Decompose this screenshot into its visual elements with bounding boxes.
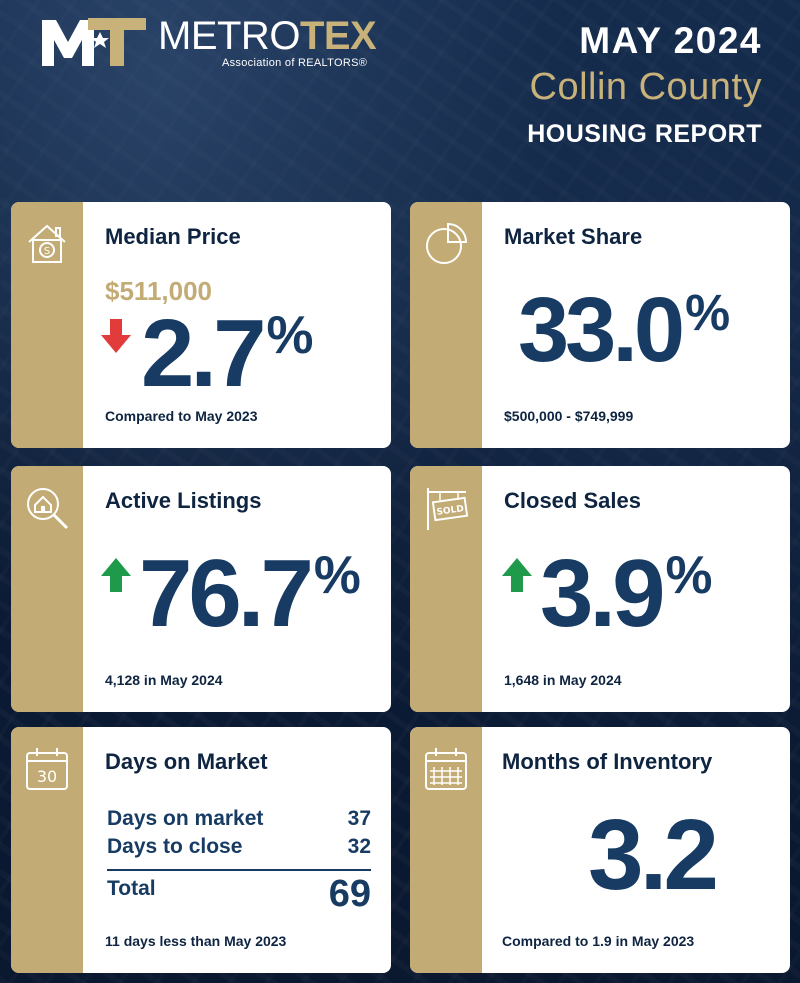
logo-tex: TEX [299,14,377,58]
arrow-down-icon [101,319,131,353]
report-month: MAY 2024 [579,20,762,61]
card-accent-strip [410,466,482,712]
active-listings-card: Active Listings 76.7% 4,128 in May 2024 [11,466,391,712]
dom-row-value: 37 [347,807,371,830]
median-price-card: S Median Price $511,000 2.7% Compared to… [11,202,391,448]
months-inventory-value: 3.2 [588,799,719,911]
active-listings-change-value: 76.7 [139,540,314,647]
active-listings-footnote: 4,128 in May 2024 [105,672,223,688]
median-price-change: 2.7% [141,306,313,402]
market-share-footnote: $500,000 - $749,999 [504,408,634,424]
logo-subtitle: Association of REALTORS® [222,57,368,69]
days-on-market-title: Days on Market [105,749,268,774]
dom-total-label: Total [107,877,156,900]
dom-divider [107,869,371,871]
dom-row-label: Days on market [107,807,264,830]
metrotex-logo: METROTEX Association of REALTORS® [40,14,380,69]
median-price-title: Median Price [105,224,241,249]
median-price-change-unit: % [266,306,314,366]
dom-row-label: Days to close [107,835,243,858]
dom-row-days-on-market: Days on market 37 [107,807,371,831]
median-price-value: $511,000 [105,276,213,306]
report-county: Collin County [529,66,762,108]
arrow-up-icon [502,558,532,592]
median-price-change-value: 2.7 [141,300,266,407]
card-accent-strip [410,727,482,973]
pie-chart-icon [426,222,468,264]
card-accent-strip [11,466,83,712]
closed-sales-change-unit: % [665,546,713,606]
card-accent-strip [410,202,482,448]
mt-logo-mark-icon [42,18,146,66]
logo-metro: METRO [158,14,300,58]
months-inventory-title: Months of Inventory [502,749,713,774]
market-share-unit: % [685,283,731,341]
house-dollar-icon: S [28,224,66,263]
logo-wordmark: METROTEX [158,14,377,58]
active-listings-change-unit: % [313,546,361,606]
calendar-grid-icon [425,748,467,790]
dom-total-value: 69 [328,873,371,915]
market-share-number: 33.0 [518,279,685,381]
active-listings-change: 76.7% [139,546,361,642]
svg-text:S: S [44,246,50,257]
closed-sales-change-value: 3.9 [540,540,665,647]
arrow-up-icon [101,558,131,592]
closed-sales-title: Closed Sales [504,488,641,513]
median-price-footnote: Compared to May 2023 [105,408,258,424]
market-share-card: Market Share 33.0% $500,000 - $749,999 [410,202,790,448]
market-share-title: Market Share [504,224,643,249]
house-search-icon [27,488,69,530]
svg-text:SOLD: SOLD [436,504,464,518]
closed-sales-footnote: 1,648 in May 2024 [504,672,622,688]
market-share-value: 33.0% [518,284,730,376]
card-accent-strip [11,727,83,973]
days-on-market-footnote: 11 days less than May 2023 [105,933,287,949]
months-inventory-card: Months of Inventory 3.2 Compared to 1.9 … [410,727,790,973]
closed-sales-change: 3.9% [540,546,712,642]
report-title: HOUSING REPORT [527,120,762,148]
dom-row-days-to-close: Days to close 32 [107,835,371,859]
dom-row-value: 32 [347,835,371,858]
days-on-market-card: 30 Days on Market Days on market 37 Days… [11,727,391,973]
closed-sales-card: SOLD Closed Sales 3.9% 1,648 in May 2024 [410,466,790,712]
sold-sign-icon: SOLD [427,488,469,530]
months-inventory-footnote: Compared to 1.9 in May 2023 [502,933,695,949]
calendar-day-number: 30 [37,767,57,786]
active-listings-title: Active Listings [105,488,262,513]
calendar-30-icon: 30 [26,748,68,790]
